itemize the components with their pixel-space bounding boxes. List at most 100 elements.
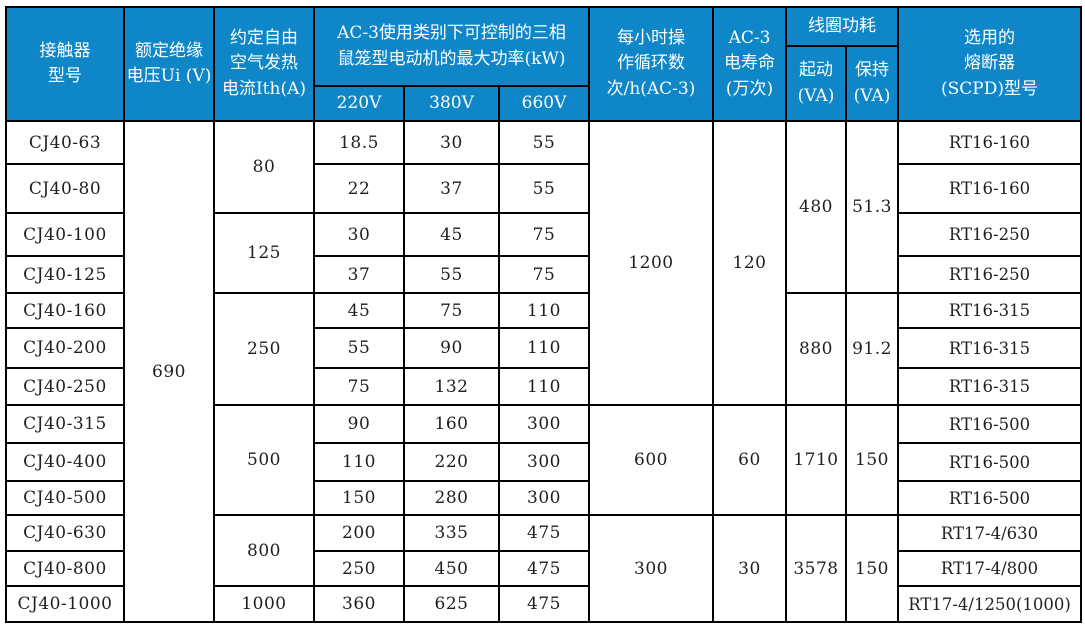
cell-coil-hold: 150 (845, 404, 899, 516)
cell-power-660v: 475 (498, 514, 590, 552)
table-row: CJ40-100 125 30 45 75 RT16-250 (5, 212, 1082, 294)
cell-power-660v: 75 (498, 255, 590, 294)
table-row: CJ40-315 500 90 160 300 600 60 1710 150 RT16-500 (5, 404, 1082, 516)
header-coil-start: 起动 (VA) (785, 45, 847, 122)
cell-model: CJ40-160 (5, 292, 125, 329)
cell-power-220v: 250 (313, 550, 405, 587)
cell-model: CJ40-250 (5, 367, 125, 406)
cell-coil-hold: 51.3 (845, 120, 899, 294)
cell-fuse-type: RT16-160 (897, 163, 1082, 214)
table-row: CJ40-250 75 132 110 RT16-315 (5, 367, 1082, 406)
table-body: CJ40-63 690 80 18.5 30 55 1200 120 480 51.3 RT16-1… (5, 120, 1082, 623)
cell-model: CJ40-800 (5, 550, 125, 587)
cell-power-660v: 110 (498, 292, 590, 329)
cell-power-660v: 55 (498, 120, 590, 165)
cell-model: CJ40-315 (5, 404, 125, 444)
table-row: CJ40-200 55 90 110 RT16-315 (5, 327, 1082, 369)
cell-model: CJ40-80 (5, 163, 125, 214)
cell-thermal-current: 1000 (213, 585, 315, 623)
cell-power-380v: 450 (403, 550, 500, 587)
cell-power-380v: 90 (403, 327, 500, 369)
header-model: 接触器 型号 (5, 6, 125, 122)
header-cycles-per-hour: 每小时操 作循环数 次/h(AC-3) (588, 6, 714, 122)
cell-model: CJ40-125 (5, 255, 125, 294)
header-660v: 660V (498, 85, 590, 122)
cell-power-380v: 280 (403, 480, 500, 516)
table-row: CJ40-630 800 200 335 475 300 30 3578 150 RT17-4/6… (5, 514, 1082, 623)
cell-power-220v: 30 (313, 212, 405, 257)
cell-power-380v: 625 (403, 585, 500, 623)
cell-fuse-type: RT16-500 (897, 442, 1082, 482)
cell-model: CJ40-1000 (5, 585, 125, 623)
cell-thermal-current: 80 (213, 120, 315, 214)
cell-power-660v: 475 (498, 585, 590, 623)
cell-power-660v: 110 (498, 367, 590, 406)
cell-power-220v: 18.5 (313, 120, 405, 165)
cell-power-380v: 37 (403, 163, 500, 214)
header-220v: 220V (313, 85, 405, 122)
cell-power-660v: 300 (498, 404, 590, 444)
cell-thermal-current: 800 (213, 514, 315, 587)
cell-fuse-type: RT16-160 (897, 120, 1082, 165)
cell-power-220v: 55 (313, 327, 405, 369)
cell-coil-hold: 91.2 (845, 292, 899, 406)
table-row: CJ40-80 22 37 55 RT16-160 (5, 163, 1082, 214)
cell-coil-hold: 150 (845, 514, 899, 623)
cell-power-220v: 110 (313, 442, 405, 482)
header-coil-power-group: 线圈功耗 (785, 6, 899, 47)
cell-fuse-type: RT16-315 (897, 327, 1082, 369)
cell-electrical-life: 120 (712, 120, 787, 406)
table-row: CJ40-63 690 80 18.5 30 55 1200 120 480 51.3 RT16-1… (5, 120, 1082, 623)
cell-power-660v: 475 (498, 550, 590, 587)
cell-model: CJ40-630 (5, 514, 125, 552)
cell-power-220v: 22 (313, 163, 405, 214)
cell-power-380v: 160 (403, 404, 500, 444)
cell-power-660v: 55 (498, 163, 590, 214)
cell-thermal-current: 125 (213, 212, 315, 294)
table-row: CJ40-800 250 450 475 RT17-4/800 (5, 550, 1082, 587)
cell-power-220v: 45 (313, 292, 405, 329)
cell-coil-start: 3578 (785, 514, 847, 623)
header-rated-voltage: 额定绝缘 电压Ui (V) (123, 6, 215, 122)
cell-power-380v: 335 (403, 514, 500, 552)
cell-fuse-type: RT16-250 (897, 212, 1082, 257)
cell-model: CJ40-63 (5, 120, 125, 165)
table-row: CJ40-500 150 280 300 RT16-500 (5, 480, 1082, 516)
cell-coil-start: 1710 (785, 404, 847, 516)
cell-power-220v: 90 (313, 404, 405, 444)
cell-power-380v: 30 (403, 120, 500, 165)
cell-thermal-current: 250 (213, 292, 315, 406)
header-electrical-life: AC-3 电寿命 (万次) (712, 6, 787, 122)
cell-power-660v: 75 (498, 212, 590, 257)
cell-power-660v: 110 (498, 327, 590, 369)
cell-power-220v: 200 (313, 514, 405, 552)
table-row: CJ40-160 250 45 75 110 880 91.2 RT16-315 (5, 292, 1082, 406)
cell-rated-voltage: 690 (123, 120, 215, 623)
cell-coil-start: 880 (785, 292, 847, 406)
cell-power-660v: 300 (498, 480, 590, 516)
cell-thermal-current: 500 (213, 404, 315, 516)
cell-power-220v: 360 (313, 585, 405, 623)
cell-cycles-per-hour: 300 (588, 514, 714, 623)
spec-table: 接触器 型号 额定绝缘 电压Ui (V) 约定自由 空气发热 电流Ith(A) … (5, 6, 1082, 623)
cell-fuse-type: RT16-500 (897, 404, 1082, 444)
cell-model: CJ40-400 (5, 442, 125, 482)
table-header: 接触器 型号 额定绝缘 电压Ui (V) 约定自由 空气发热 电流Ith(A) … (5, 6, 1082, 122)
table-row: CJ40-400 110 220 300 RT16-500 (5, 442, 1082, 482)
cell-model: CJ40-200 (5, 327, 125, 369)
cell-power-660v: 300 (498, 442, 590, 482)
cell-power-220v: 150 (313, 480, 405, 516)
cell-fuse-type: RT16-315 (897, 367, 1082, 406)
cell-power-380v: 45 (403, 212, 500, 257)
header-380v: 380V (403, 85, 500, 122)
header-coil-hold: 保持 (VA) (845, 45, 899, 122)
cell-coil-start: 480 (785, 120, 847, 294)
cell-fuse-type: RT17-4/1250(1000) (897, 585, 1082, 623)
cell-cycles-per-hour: 1200 (588, 120, 714, 406)
cell-fuse-type: RT16-500 (897, 480, 1082, 516)
cell-model: CJ40-500 (5, 480, 125, 516)
cell-power-380v: 55 (403, 255, 500, 294)
cell-power-380v: 75 (403, 292, 500, 329)
table-row: CJ40-1000 1000 360 625 475 RT17-4/1250(1000) (5, 585, 1082, 623)
header-thermal-current: 约定自由 空气发热 电流Ith(A) (213, 6, 315, 122)
